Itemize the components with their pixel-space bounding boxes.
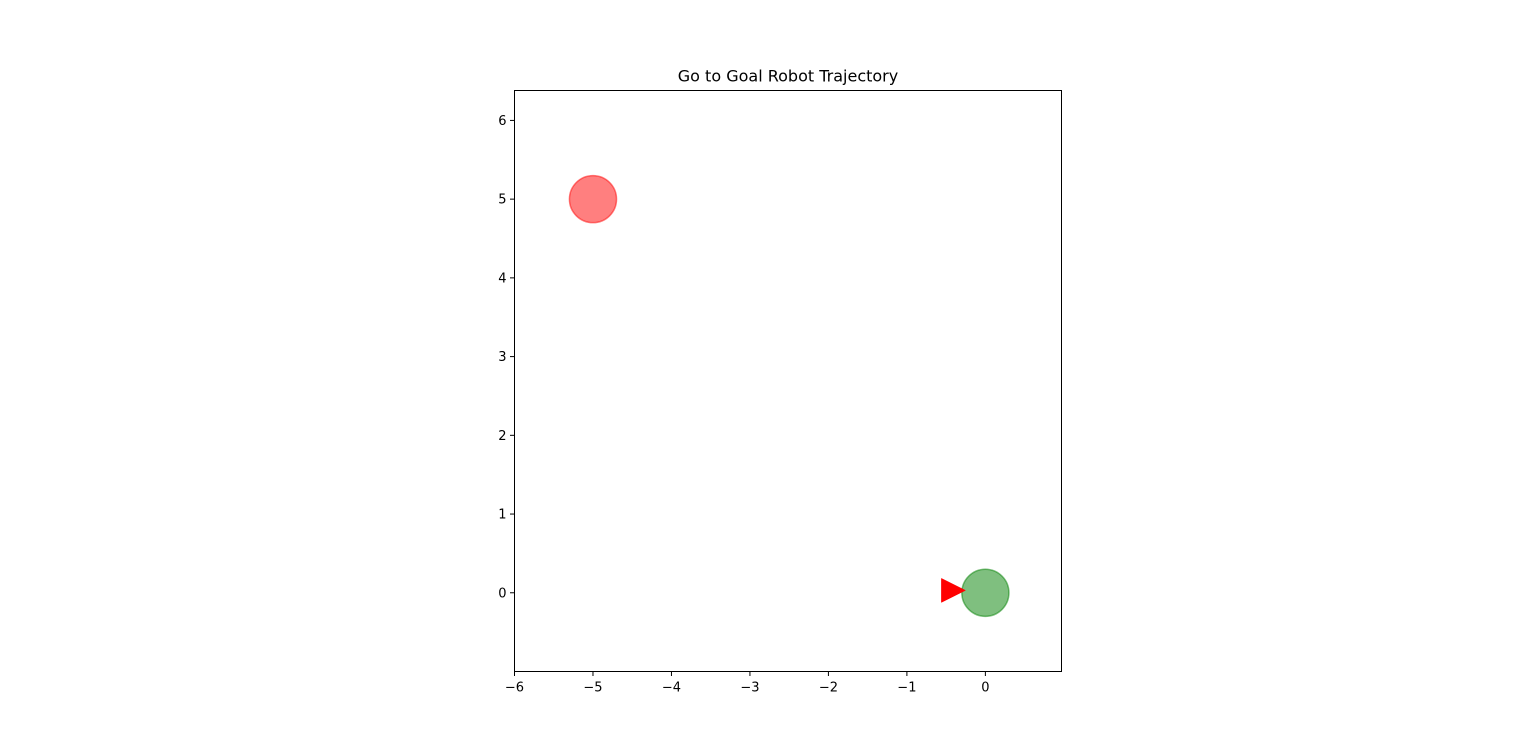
y-tick-label: 3 [498,350,506,365]
x-tick-label: −4 [662,681,681,696]
chart-title: Go to Goal Robot Trajectory [678,67,898,86]
y-tick-label: 6 [498,114,506,129]
x-tick-label: −1 [897,681,916,696]
x-tick-label: −6 [505,681,524,696]
x-tick-label: −2 [819,681,838,696]
y-tick-label: 0 [498,586,506,601]
start-circle [961,568,1010,618]
y-tick-label: 1 [498,508,506,523]
y-tick-label: 4 [498,271,506,286]
robot-marker [941,578,966,603]
goal-circle [568,174,618,224]
x-tick-label: −3 [740,681,759,696]
plot-objects [568,174,1010,618]
axes-frame [514,90,1062,672]
x-tick-label: −5 [583,681,602,696]
y-tick-label: 2 [498,429,506,444]
axis-ticks: −6 −5 −4 −3 −2 −1 0 0 1 2 3 4 5 6 [498,114,989,696]
x-tick-label: 0 [981,681,989,696]
y-tick-label: 5 [498,193,506,208]
